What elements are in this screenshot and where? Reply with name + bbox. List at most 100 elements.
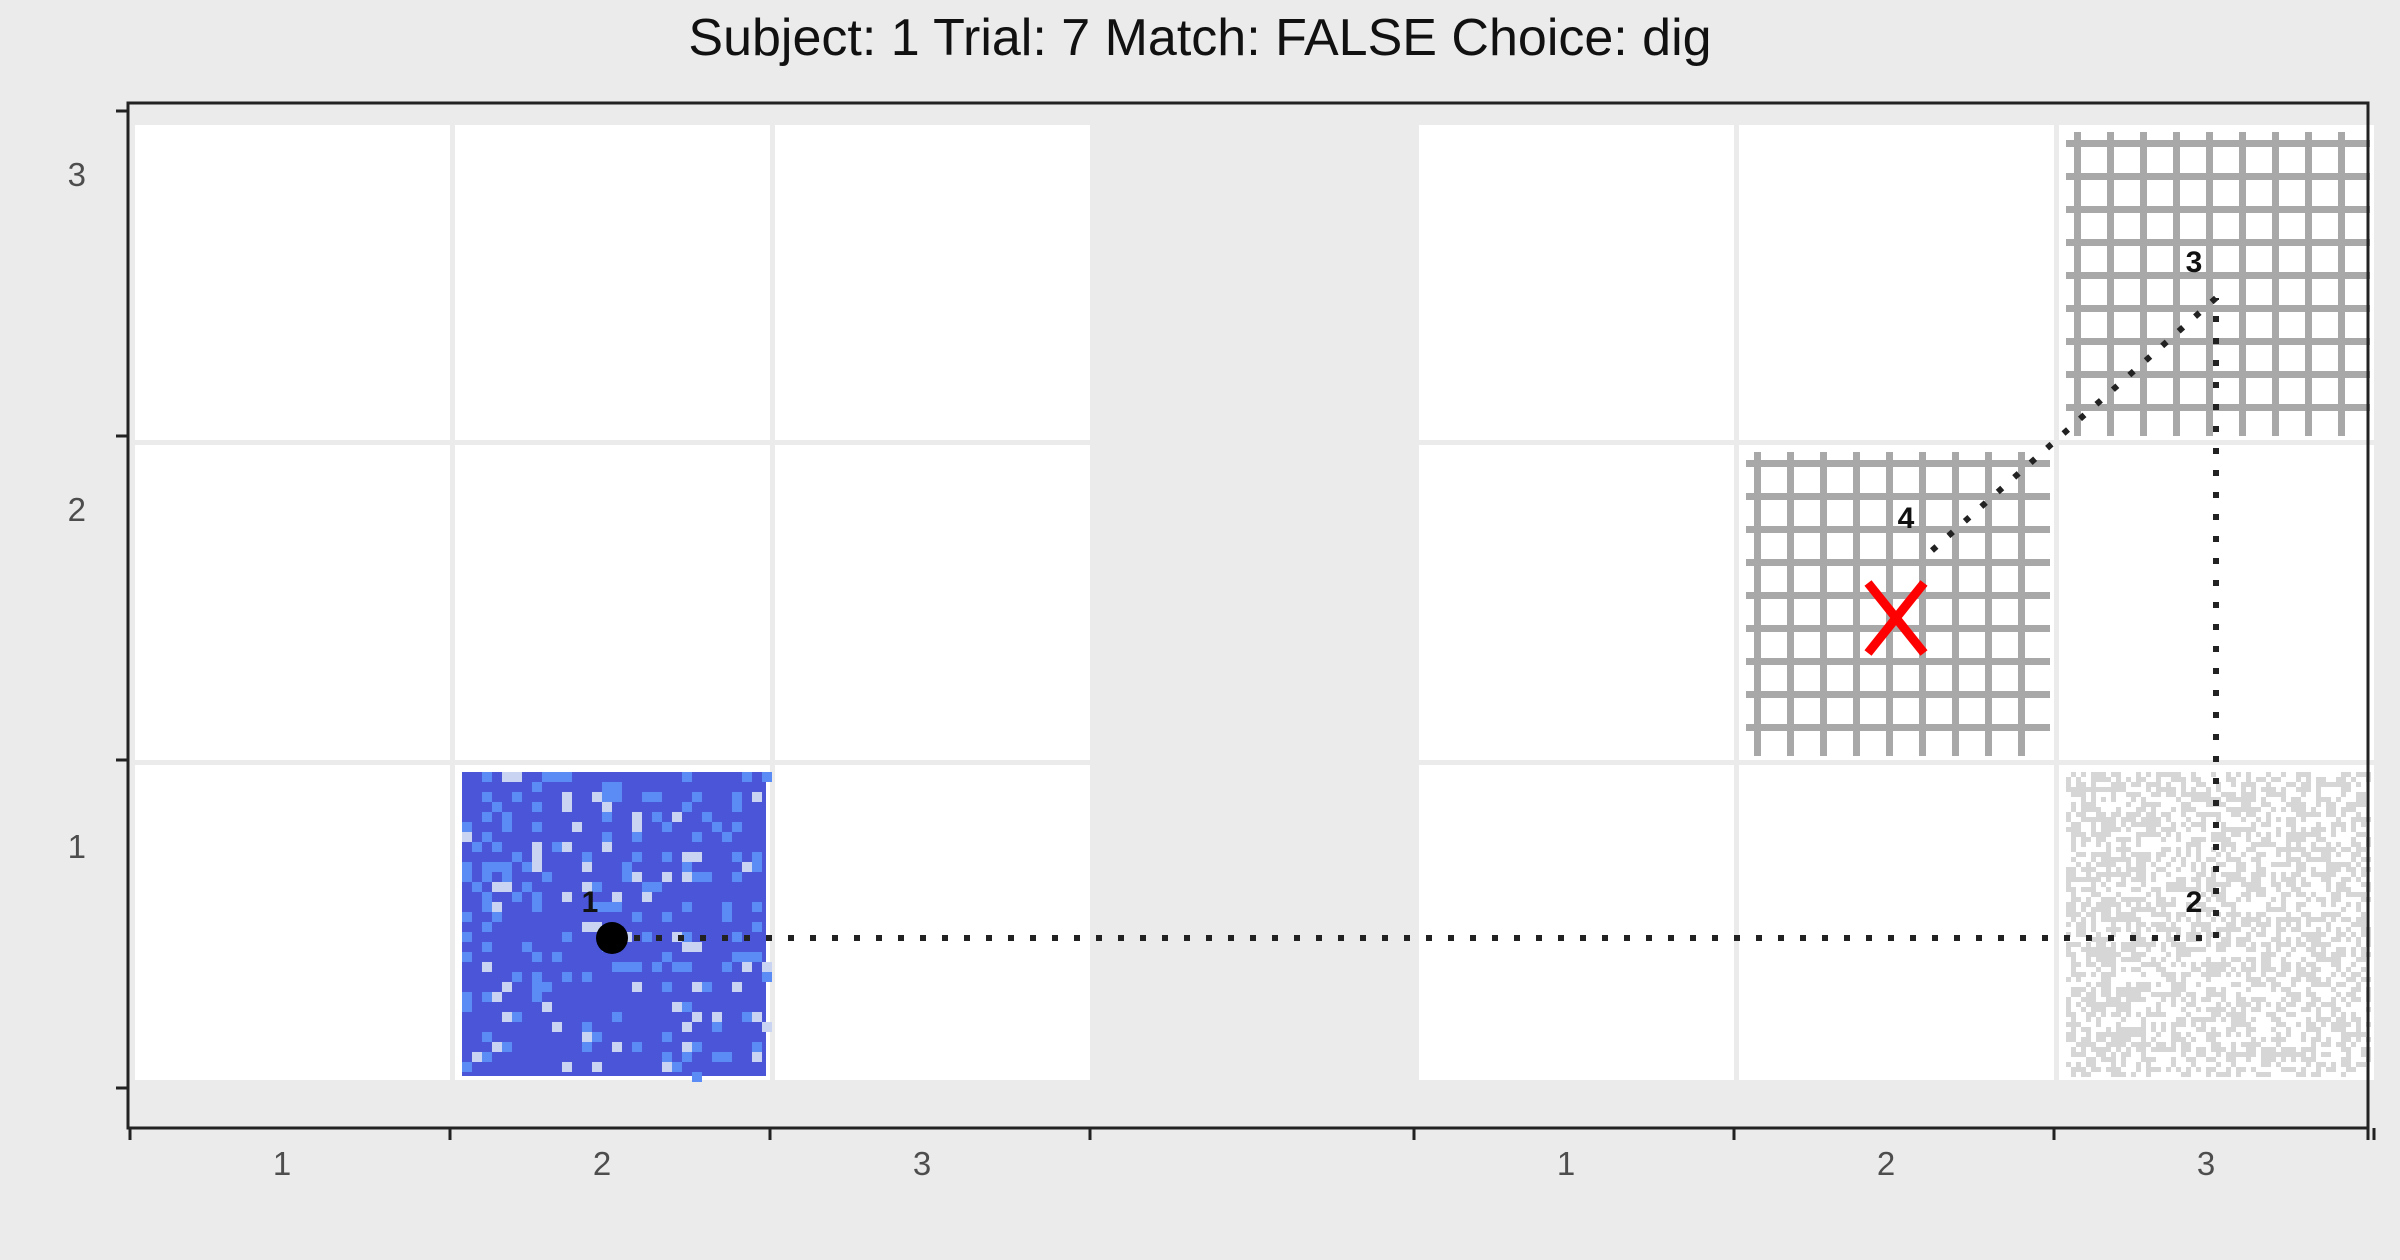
texture-dot bbox=[2101, 897, 2106, 902]
texture-dot bbox=[2146, 942, 2151, 947]
texture-dot bbox=[2236, 1022, 2241, 1027]
texture-dot bbox=[2301, 837, 2306, 842]
texture-dot bbox=[2296, 857, 2301, 862]
texture-dot bbox=[2286, 882, 2291, 887]
texture-dot bbox=[2086, 982, 2091, 987]
texture-dot bbox=[2291, 1057, 2296, 1062]
texture-dot bbox=[2266, 962, 2271, 967]
texture-dot bbox=[2286, 852, 2291, 857]
texture-dot bbox=[2271, 807, 2276, 812]
texture-bar bbox=[1952, 452, 1959, 756]
texture-dot bbox=[2221, 892, 2226, 897]
texture-dot bbox=[2156, 897, 2161, 902]
texture-dot bbox=[2211, 917, 2216, 922]
texture-speck bbox=[542, 772, 552, 782]
texture-dot bbox=[2181, 887, 2186, 892]
texture-dot bbox=[2081, 907, 2086, 912]
grid-cell bbox=[1739, 125, 2054, 440]
texture-dot bbox=[2171, 937, 2176, 942]
texture-dot bbox=[2291, 887, 2296, 892]
texture-dot bbox=[2121, 1072, 2126, 1077]
texture-dot bbox=[2071, 987, 2076, 992]
texture-dot bbox=[2116, 927, 2121, 932]
texture-dot bbox=[2246, 772, 2251, 777]
texture-speck bbox=[672, 812, 682, 822]
texture-dot bbox=[2176, 867, 2181, 872]
texture-dot bbox=[2086, 817, 2091, 822]
texture-dot bbox=[2361, 1062, 2366, 1067]
texture-dot bbox=[2161, 1027, 2166, 1032]
texture-dot bbox=[2321, 847, 2326, 852]
texture-dot bbox=[2221, 1072, 2226, 1077]
texture-dot bbox=[2286, 987, 2291, 992]
texture-dot bbox=[2226, 852, 2231, 857]
texture-speck bbox=[532, 892, 542, 902]
texture-dot bbox=[2336, 912, 2341, 917]
texture-dot bbox=[2346, 877, 2351, 882]
texture-dot bbox=[2106, 997, 2111, 1002]
texture-dot bbox=[2166, 937, 2171, 942]
texture-dot bbox=[2066, 782, 2071, 787]
texture-dot bbox=[2301, 1007, 2306, 1012]
texture-dot bbox=[2171, 822, 2176, 827]
texture-dot bbox=[2356, 772, 2361, 777]
texture-dot bbox=[2346, 1022, 2351, 1027]
texture-dot bbox=[2211, 1057, 2216, 1062]
texture-dot bbox=[2206, 922, 2211, 927]
texture-dot bbox=[2261, 1072, 2266, 1077]
texture-dot bbox=[2351, 1042, 2356, 1047]
texture-dot bbox=[2196, 947, 2201, 952]
texture-dot bbox=[2091, 1007, 2096, 1012]
texture-dot bbox=[2316, 1007, 2321, 1012]
texture-dot bbox=[2311, 992, 2316, 997]
texture-dot bbox=[2081, 1067, 2086, 1072]
texture-dot bbox=[2326, 882, 2331, 887]
texture-dot bbox=[2321, 942, 2326, 947]
texture-dot bbox=[2211, 962, 2216, 967]
texture-dot bbox=[2331, 1007, 2336, 1012]
texture-dot bbox=[2111, 897, 2116, 902]
texture-dot bbox=[2106, 897, 2111, 902]
texture-dot bbox=[2231, 927, 2236, 932]
texture-dot bbox=[2106, 817, 2111, 822]
texture-dot bbox=[2111, 787, 2116, 792]
texture-dot bbox=[2351, 857, 2356, 862]
texture-dot bbox=[2296, 902, 2301, 907]
texture-dot bbox=[2081, 772, 2086, 777]
texture-dot bbox=[2281, 892, 2286, 897]
texture-dot bbox=[2191, 772, 2196, 777]
texture-dot bbox=[2321, 917, 2326, 922]
texture-speck bbox=[572, 822, 582, 832]
texture-dot bbox=[2106, 872, 2111, 877]
texture-dot bbox=[2201, 972, 2206, 977]
texture-dot bbox=[2296, 832, 2301, 837]
texture-dot bbox=[2226, 842, 2231, 847]
texture-dot bbox=[2316, 1012, 2321, 1017]
texture-dot bbox=[2081, 807, 2086, 812]
texture-dot bbox=[2226, 972, 2231, 977]
texture-dot bbox=[2361, 802, 2366, 807]
texture-dot bbox=[2226, 777, 2231, 782]
texture-dot bbox=[2296, 777, 2301, 782]
texture-dot bbox=[2081, 797, 2086, 802]
texture-dot bbox=[2086, 1032, 2091, 1037]
texture-dot bbox=[2071, 917, 2076, 922]
texture-dot bbox=[2201, 1017, 2206, 1022]
texture-speck bbox=[512, 1012, 522, 1022]
texture-dot bbox=[2106, 952, 2111, 957]
texture-speck bbox=[482, 1052, 492, 1062]
texture-dot bbox=[2191, 837, 2196, 842]
texture-speck bbox=[752, 1012, 762, 1022]
texture-dot bbox=[2241, 877, 2246, 882]
texture-dot bbox=[2296, 797, 2301, 802]
texture-dot bbox=[2096, 932, 2101, 937]
texture-dot bbox=[2216, 832, 2221, 837]
texture-dot bbox=[2231, 1062, 2236, 1067]
texture-dot bbox=[2226, 827, 2231, 832]
texture-dot bbox=[2196, 837, 2201, 842]
texture-dot bbox=[2306, 832, 2311, 837]
texture-dot bbox=[2116, 902, 2121, 907]
texture-dot bbox=[2211, 837, 2216, 842]
texture-dot bbox=[2181, 972, 2186, 977]
texture-dot bbox=[2211, 812, 2216, 817]
